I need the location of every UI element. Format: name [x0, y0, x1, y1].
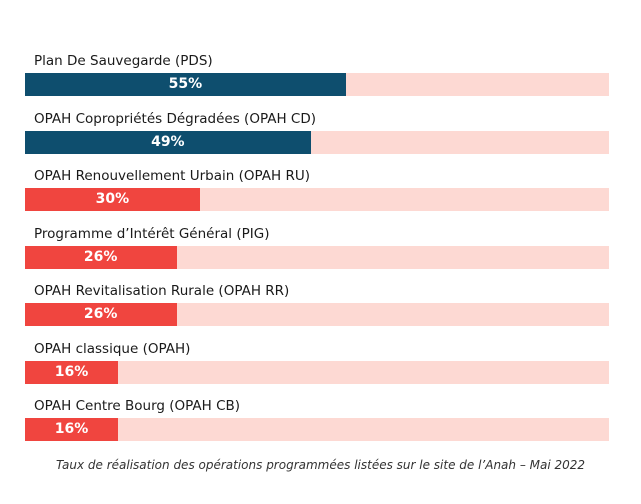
bar	[25, 303, 177, 326]
bar	[25, 418, 119, 441]
bar	[25, 130, 312, 154]
bar-value-label: 30%	[95, 191, 130, 207]
bar	[25, 245, 177, 269]
bar-value-label: 49%	[151, 133, 185, 150]
bar-value-label: 55%	[168, 76, 203, 92]
bar-category-label: OPAH classique (OPAH)	[34, 340, 191, 357]
bar-track: 49%	[25, 130, 609, 154]
bar	[25, 73, 347, 96]
bar-value-label: 16%	[54, 363, 89, 380]
bar-track: 16%	[25, 360, 609, 384]
bar	[25, 360, 119, 384]
bar-value-label: 16%	[54, 421, 89, 437]
bar	[25, 188, 201, 211]
bar-category-label: OPAH Centre Bourg (OPAH CB)	[34, 398, 241, 414]
bar-track: 55%	[25, 73, 609, 96]
bar-track: 26%	[25, 245, 609, 269]
bar-track: 16%	[25, 418, 609, 441]
bar-category-label: OPAH Revitalisation Rurale (OPAH RR)	[34, 283, 290, 299]
bar-category-label: Plan De Sauvegarde (PDS)	[34, 53, 213, 69]
bar-value-label: 26%	[83, 248, 118, 265]
bar-category-label: Programme d’Intérêt Général (PIG)	[34, 225, 270, 242]
bar-track: 30%	[25, 188, 609, 211]
bar-value-label: 26%	[83, 306, 118, 322]
bar-track: 26%	[25, 303, 609, 326]
chart-caption: Taux de réalisation des opérations progr…	[55, 458, 586, 472]
bar-category-label: OPAH Copropriétés Dégradées (OPAH CD)	[34, 110, 316, 127]
bar-category-label: OPAH Renouvellement Urbain (OPAH RU)	[34, 168, 310, 184]
